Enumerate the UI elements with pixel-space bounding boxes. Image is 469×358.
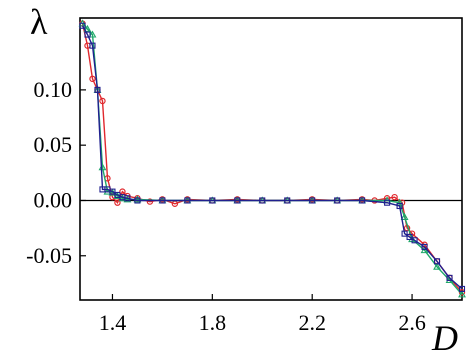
data-point — [209, 197, 216, 204]
data-point — [89, 42, 96, 49]
data-point — [79, 22, 86, 29]
data-point — [433, 262, 441, 270]
y-tick-label: -0.05 — [26, 243, 72, 268]
data-point — [400, 212, 409, 221]
data-point — [458, 290, 466, 298]
data-point — [114, 199, 121, 206]
data-point — [433, 258, 441, 265]
data-point — [89, 75, 96, 83]
data-point — [396, 202, 403, 210]
data-point — [384, 199, 391, 206]
data-point — [133, 195, 142, 203]
y-tick-label: 0.00 — [34, 187, 73, 212]
plot-area: 0.10 0.05 0.00 -0.05 1.4 1.8 2.2 2.6 — [26, 17, 466, 335]
y-tick-label: 0.05 — [34, 132, 73, 157]
x-tick-label: 1.4 — [99, 310, 127, 335]
data-point — [259, 197, 266, 204]
series-line — [81, 23, 463, 295]
x-tick-label: 1.8 — [199, 310, 227, 335]
data-point — [334, 197, 341, 204]
y-tick-label: 0.10 — [34, 77, 73, 102]
data-point — [184, 197, 191, 204]
data-point — [284, 197, 291, 204]
data-point — [406, 233, 413, 241]
data-point — [458, 285, 466, 292]
data-point — [134, 197, 141, 204]
plot-frame — [79, 17, 463, 301]
y-axis-label: λ — [30, 2, 48, 42]
data-point — [421, 243, 428, 250]
data-point — [391, 193, 398, 201]
data-point — [359, 197, 366, 204]
data-point — [401, 230, 408, 237]
data-point — [395, 198, 404, 206]
data-point — [146, 198, 154, 205]
x-tick-label: 2.6 — [398, 310, 426, 335]
x-axis-label: D — [431, 318, 458, 358]
data-point — [99, 97, 106, 105]
data-point — [411, 237, 418, 244]
data-point — [109, 188, 116, 195]
x-tick-label: 2.2 — [298, 310, 326, 335]
series-line — [81, 25, 463, 290]
data-point — [94, 86, 101, 93]
data-point — [309, 197, 316, 204]
data-point — [103, 187, 112, 195]
data-point — [234, 197, 241, 204]
data-point — [84, 31, 91, 38]
data-point — [159, 197, 166, 204]
data-point — [446, 274, 453, 281]
data-point — [83, 24, 92, 33]
data-point — [124, 195, 131, 202]
series-line — [81, 23, 463, 293]
data-point — [88, 30, 97, 38]
